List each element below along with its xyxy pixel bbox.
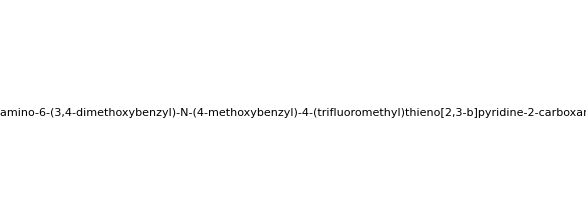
Text: 3-amino-6-(3,4-dimethoxybenzyl)-N-(4-methoxybenzyl)-4-(trifluoromethyl)thieno[2,: 3-amino-6-(3,4-dimethoxybenzyl)-N-(4-met… (0, 108, 586, 118)
